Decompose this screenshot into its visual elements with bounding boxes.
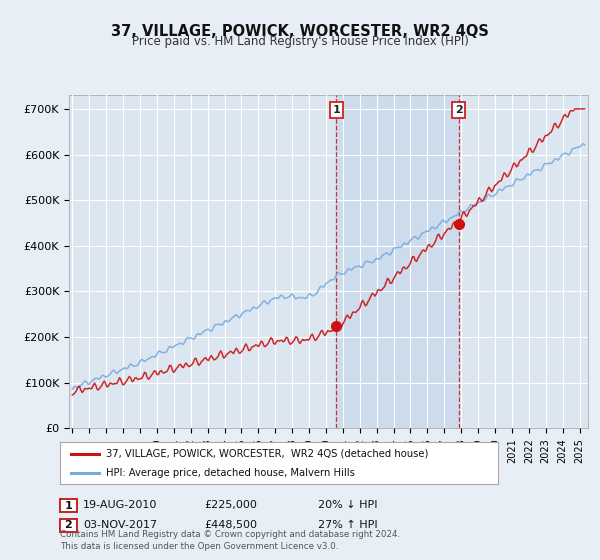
Text: Contains HM Land Registry data © Crown copyright and database right 2024.
This d: Contains HM Land Registry data © Crown c… <box>60 530 400 551</box>
Text: 2: 2 <box>455 105 463 115</box>
Bar <box>337 95 458 428</box>
Text: 27% ↑ HPI: 27% ↑ HPI <box>318 520 377 530</box>
Text: 1: 1 <box>332 105 340 115</box>
Text: 37, VILLAGE, POWICK, WORCESTER, WR2 4QS: 37, VILLAGE, POWICK, WORCESTER, WR2 4QS <box>111 24 489 39</box>
Text: 03-NOV-2017: 03-NOV-2017 <box>83 520 157 530</box>
Text: £225,000: £225,000 <box>204 500 257 510</box>
Text: 19-AUG-2010: 19-AUG-2010 <box>83 500 157 510</box>
Text: Price paid vs. HM Land Registry's House Price Index (HPI): Price paid vs. HM Land Registry's House … <box>131 35 469 48</box>
Text: £448,500: £448,500 <box>204 520 257 530</box>
Text: HPI: Average price, detached house, Malvern Hills: HPI: Average price, detached house, Malv… <box>106 468 355 478</box>
Text: 1: 1 <box>65 501 72 511</box>
Text: 2: 2 <box>65 520 72 530</box>
Text: 20% ↓ HPI: 20% ↓ HPI <box>318 500 377 510</box>
Text: 37, VILLAGE, POWICK, WORCESTER,  WR2 4QS (detached house): 37, VILLAGE, POWICK, WORCESTER, WR2 4QS … <box>106 449 428 459</box>
